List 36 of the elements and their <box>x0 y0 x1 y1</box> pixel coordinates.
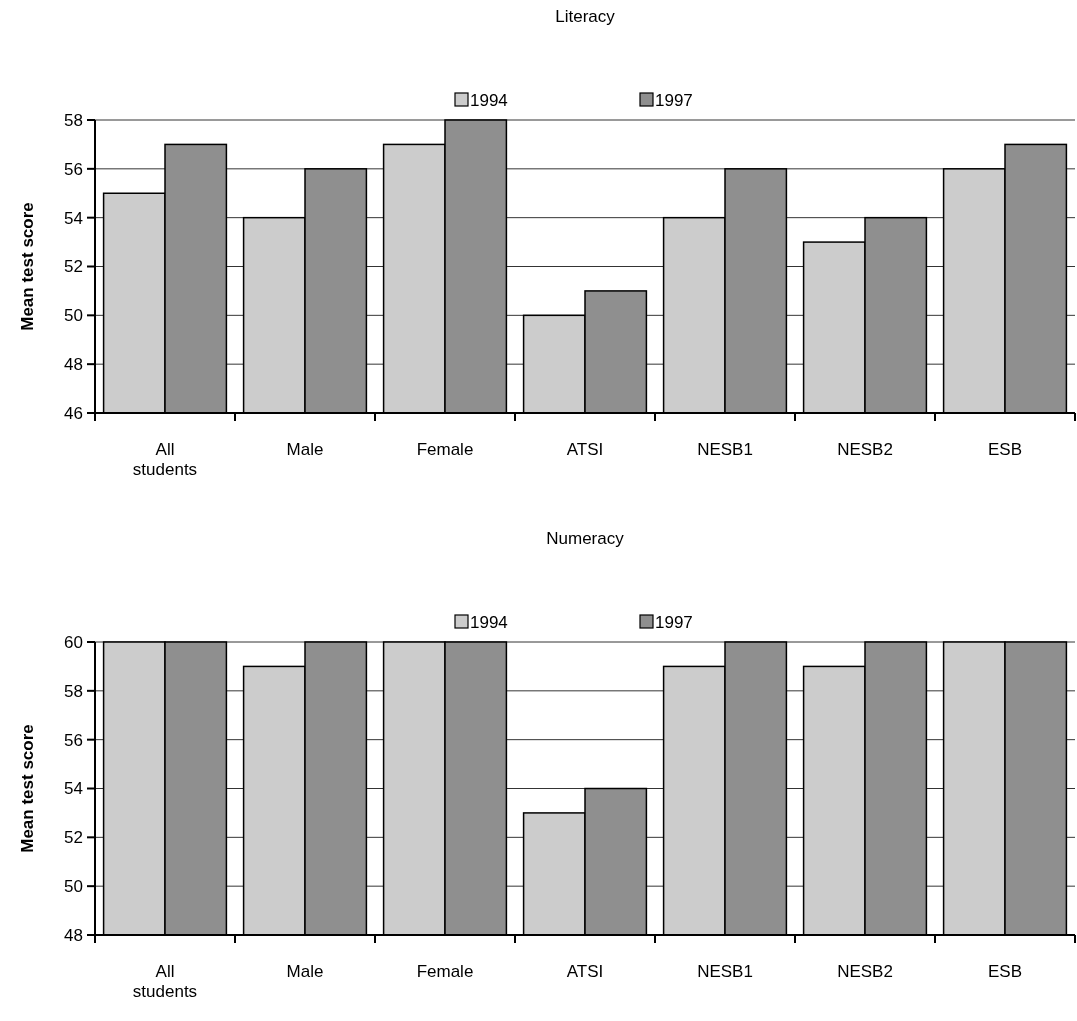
x-tick-label: ATSI <box>566 440 604 459</box>
legend-label: 1994 <box>470 613 508 632</box>
y-tick-label: 56 <box>64 730 83 750</box>
y-tick-label: 50 <box>64 877 83 897</box>
x-tick-label: ATSI <box>566 962 604 981</box>
y-tick-label: 48 <box>64 355 83 375</box>
y-tick-label: 54 <box>64 208 83 228</box>
y-tick-label: 56 <box>64 159 83 179</box>
y-axis-title: Mean test score <box>18 724 37 853</box>
x-tick-label: NESB1 <box>697 440 753 459</box>
legend-label: 1997 <box>655 91 693 110</box>
x-tick-label: All students <box>132 440 198 479</box>
legend-label: 1994 <box>470 91 508 110</box>
y-tick-label: 48 <box>64 925 83 945</box>
x-tick-label: Female <box>416 440 474 459</box>
chart-title: Numeracy <box>546 529 625 548</box>
x-tick-label: NESB1 <box>697 962 753 981</box>
x-tick-label: All students <box>132 962 198 1001</box>
y-tick-label: 58 <box>64 110 83 130</box>
y-tick-label: 60 <box>64 632 83 652</box>
chart-title: Literacy <box>555 7 616 26</box>
y-tick-label: 52 <box>64 828 83 848</box>
y-tick-label: 50 <box>64 306 83 326</box>
x-tick-label: Male <box>286 962 324 981</box>
x-tick-label: NESB2 <box>837 440 893 459</box>
y-tick-label: 46 <box>64 403 83 423</box>
x-tick-label: Female <box>416 962 474 981</box>
x-tick-label: Male <box>286 440 324 459</box>
x-tick-label: ESB <box>987 962 1023 981</box>
y-tick-label: 58 <box>64 681 83 701</box>
x-tick-label: NESB2 <box>837 962 893 981</box>
y-tick-label: 54 <box>64 779 83 799</box>
x-tick-label: ESB <box>987 440 1023 459</box>
legend-label: 1997 <box>655 613 693 632</box>
y-tick-label: 52 <box>64 257 83 277</box>
y-axis-title: Mean test score <box>18 202 37 331</box>
